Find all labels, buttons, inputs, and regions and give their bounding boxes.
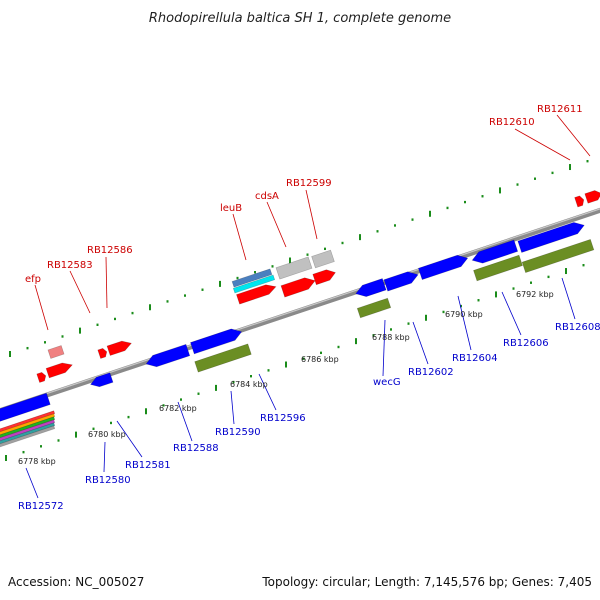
gene-feature-rb12572-track [0,416,56,442]
gene-feature-rb12572-track [0,425,56,451]
gene-feature-rb12580 [90,372,114,388]
scale-label: 6780 kbp [88,430,126,439]
leader-line-rb12608 [561,277,576,320]
leader-line-cdsa [266,201,287,248]
gene-label-rb12596[interactable]: RB12596 [260,413,306,424]
gene-label-rb12610[interactable]: RB12610 [489,117,535,128]
gene-feature-rb12572-track [0,419,56,445]
gene-feature-rb12611 [584,190,600,204]
leader-line-rb12588 [177,401,193,442]
gene-feature-rb12599-pseudo [311,249,335,269]
leader-line-efp [34,284,49,331]
leader-line-rb12596 [258,373,277,411]
leader-line-rb12581 [116,420,143,458]
gene-feature-rb12604 [418,254,469,280]
gene-feature-rb12572-track [0,410,56,436]
gene-feature-rb12572-track [0,413,56,439]
label-leader-lines [25,114,591,499]
gene-label-rb12581[interactable]: RB12581 [125,460,171,471]
gene-label-rb12611[interactable]: RB12611 [537,104,583,115]
gene-feature-wecg-rrna [356,297,392,319]
gene-label-rb12602[interactable]: RB12602 [408,367,454,378]
gene-features [0,190,600,451]
gene-feature-rb12606-rrna [473,254,523,282]
leader-line-rb12599 [305,189,318,240]
gene-feature-leub [236,284,277,305]
gene-feature-rb12572 [0,392,51,423]
leader-line-rb12586 [105,256,108,309]
leader-line-rb12602 [412,321,429,365]
forward-gene-labels: efp RB12583 RB12586 leuB cdsA RB12599 RB… [25,104,583,285]
gene-feature-wecg [355,278,387,297]
gene-feature-rb12602 [383,271,419,292]
scale-label: 6790 kbp [445,310,483,319]
leader-line-rb12590 [230,390,235,425]
scale-label: 6786 kbp [301,355,339,364]
gene-feature-rb12606 [471,239,519,264]
gene-label-rb12604[interactable]: RB12604 [452,353,498,364]
genome-backbone-highlight [0,208,600,410]
gene-feature-rb12572-track [0,422,56,448]
leader-line-rb12583 [69,270,91,314]
gene-feature-cdsa-pseudo [275,256,313,280]
gene-label-rb12580[interactable]: RB12580 [85,475,131,486]
leader-line-rb12604 [457,295,472,351]
gene-feature-leub-cyan [232,274,276,294]
leader-line-rb12572 [25,467,39,499]
genome-backbone [0,207,600,414]
gene-label-rb12606[interactable]: RB12606 [503,338,549,349]
leader-line-wecg [382,319,386,377]
gene-label-rb12590[interactable]: RB12590 [215,427,261,438]
gene-label-cdsa[interactable]: cdsA [255,191,279,202]
gene-label-wecg[interactable]: wecG [373,377,401,388]
gene-feature-leub-upper [231,268,273,288]
gene-feature-rb12608-rrna [521,239,595,273]
leader-line-leub [232,213,247,261]
scale-labels: 6778 kbp 6780 kbp 6782 kbp 6784 kbp 6786… [18,290,554,466]
gene-feature-small [36,372,47,383]
gene-feature-rb12586 [106,340,132,356]
gene-feature-rb12610 [574,195,585,208]
genome-summary-text: Topology: circular; Length: 7,145,576 bp… [261,575,592,589]
reverse-gene-labels: RB12572 RB12580 RB12581 RB12588 RB12590 … [18,322,600,512]
gene-feature-small [97,348,108,359]
gene-feature-rb12588 [145,343,191,368]
gene-feature-rb12590-rrna [194,343,252,373]
gene-label-rb12608[interactable]: RB12608 [555,322,600,333]
scale-ticks [5,159,589,461]
gene-label-rb12583[interactable]: RB12583 [47,260,93,271]
scale-label: 6778 kbp [18,457,56,466]
gene-feature-cdsa [280,277,316,298]
scale-label: 6782 kbp [159,404,197,413]
gene-feature-efp [47,345,65,359]
gene-feature-rb12583 [45,362,73,379]
leader-line-rb12580 [103,441,106,473]
gene-label-rb12599[interactable]: RB12599 [286,178,332,189]
gene-feature-rb12608 [517,222,585,253]
gene-label-leub[interactable]: leuB [220,203,242,214]
gene-feature-rb12599 [312,269,336,286]
leader-line-rb12610 [514,128,571,161]
genome-title: Rhodopirellula baltica SH 1, complete ge… [149,11,451,26]
leader-line-rb12611 [556,114,591,157]
gene-label-rb12572[interactable]: RB12572 [18,501,64,512]
scale-label: 6788 kbp [372,333,410,342]
scale-label: 6784 kbp [230,380,268,389]
leader-line-rb12606 [501,291,522,336]
scale-label: 6792 kbp [516,290,554,299]
accession-text: Accession: NC_005027 [8,575,144,589]
gene-feature-rb12590 [190,328,243,355]
gene-label-efp[interactable]: efp [25,274,41,285]
gene-label-rb12588[interactable]: RB12588 [173,443,219,454]
gene-label-rb12586[interactable]: RB12586 [87,245,133,256]
